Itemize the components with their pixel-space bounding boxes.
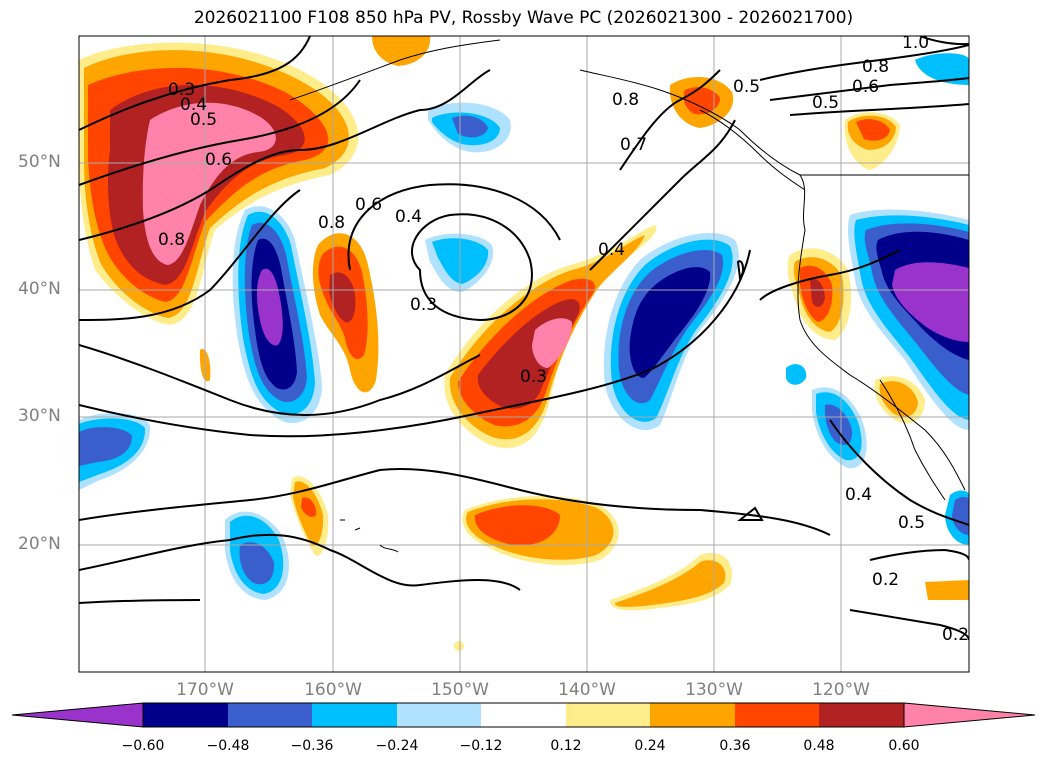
colorbar-segment: [819, 703, 904, 727]
contour-label: 0.8: [318, 213, 345, 233]
contour-label: 0.4: [395, 207, 422, 227]
contour-label: 0.3: [520, 367, 547, 387]
colorbar-tick: −0.60: [121, 738, 165, 754]
lat-label-20n: 20°N: [18, 534, 61, 554]
anomaly-positive-160w: [312, 233, 379, 393]
anomaly-positive-baja: [874, 376, 925, 424]
anomaly-positive-northeast: [844, 112, 900, 170]
lon-label-120w: 120°W: [812, 680, 870, 700]
anomaly-negative-west-edge: [79, 413, 151, 490]
lat-label-30n: 30°N: [18, 406, 61, 426]
colorbar-segment: [143, 703, 228, 727]
colorbar-tick: −0.24: [375, 738, 419, 754]
contour-label: 0.6: [852, 77, 879, 97]
anomaly-negative-southeast: [945, 490, 969, 545]
contour-label: 0.3: [168, 80, 195, 100]
contour-label: 0.5: [733, 77, 760, 97]
colorbar-segment: [228, 703, 312, 727]
coastlines: [289, 39, 969, 553]
anomaly-positive-southeast: [925, 580, 969, 600]
anomaly-positive-134w-south: [609, 553, 732, 611]
contour-label: 0.4: [845, 485, 872, 505]
anomaly-negative-149w: [428, 102, 511, 153]
contour-label: 0.8: [612, 90, 639, 110]
lon-label-170w: 170°W: [176, 680, 234, 700]
colorbar-tick: −0.12: [459, 738, 503, 754]
contour-lines: [79, 36, 969, 641]
anomaly-positive-northwest: [79, 42, 359, 325]
anomaly-positive-california: [787, 248, 852, 340]
colorbar-tick: −0.48: [206, 738, 250, 754]
anomaly-negative-northeast-corner: [915, 53, 969, 85]
map-frame: [78, 35, 970, 673]
anomaly-positive-162w-south: [290, 476, 329, 556]
contour-label: 0.8: [158, 230, 185, 250]
contour-label: 0.4: [598, 240, 625, 260]
colorbar-tick: 0.24: [634, 738, 666, 754]
anomaly-positive-north-edge: [372, 36, 431, 66]
anomaly-negative-small-coast: [786, 364, 807, 385]
contour-label: 0.4: [180, 95, 207, 115]
lon-label-160w: 160°W: [304, 680, 362, 700]
contour-label: 0.2: [942, 625, 969, 645]
contour-label: 0.7: [620, 135, 647, 155]
anomaly-negative-166w-south: [225, 511, 289, 600]
colorbar-tick: 0.60: [888, 738, 920, 754]
colorbar-min-extend: [11, 702, 144, 728]
map-plot-area: 0.3 0.4 0.5 0.6 0.8 0.8 0.6 0.4 0.3 0.3 …: [79, 33, 969, 672]
colorbar-segment: [481, 703, 566, 727]
contour-label: 1.0: [902, 33, 929, 53]
contour-label: 0.3: [410, 295, 437, 315]
lon-label-140w: 140°W: [558, 680, 616, 700]
colorbar-segment: [650, 703, 735, 727]
anomaly-negative-134w: [603, 232, 739, 431]
anomaly-negative-east: [847, 209, 969, 430]
colorbar-tick: −0.36: [290, 738, 334, 754]
colorbar-max-extend: [903, 702, 1036, 728]
contour-label: 0.5: [898, 513, 925, 533]
lon-label-130w: 130°W: [685, 680, 743, 700]
contour-label: 0.5: [190, 110, 217, 130]
colorbar-segment: [566, 703, 650, 727]
colorbar-tick: 0.36: [719, 738, 751, 754]
contour-label: 0.5: [812, 93, 839, 113]
contour-label: 0.8: [862, 57, 889, 77]
colorbar: [11, 702, 1036, 728]
anomaly-negative-165w: [232, 206, 322, 424]
lat-label-40n: 40°N: [18, 279, 61, 299]
contour-label: 0.6: [355, 195, 382, 215]
colorbar-tick: 0.12: [550, 738, 582, 754]
lat-label-50n: 50°N: [18, 152, 61, 172]
anomaly-positive-central: [444, 225, 657, 448]
colorbar-segment: [735, 703, 819, 727]
contour-label: 0.6: [205, 150, 232, 170]
colorbar-tick: 0.48: [803, 738, 835, 754]
lon-label-150w: 150°W: [431, 680, 489, 700]
map-title: 2026021100 F108 850 hPa PV, Rossby Wave …: [193, 8, 854, 28]
anomaly-positive-speck-south: [454, 641, 464, 651]
contour-label: 0.2: [872, 570, 899, 590]
gridlines: [79, 36, 969, 672]
contour-labels: 0.3 0.4 0.5 0.6 0.8 0.8 0.6 0.4 0.3 0.3 …: [158, 33, 969, 645]
colorbar-segment: [312, 703, 397, 727]
anomaly-negative-baja: [812, 387, 867, 469]
colorbar-segment: [397, 703, 481, 727]
